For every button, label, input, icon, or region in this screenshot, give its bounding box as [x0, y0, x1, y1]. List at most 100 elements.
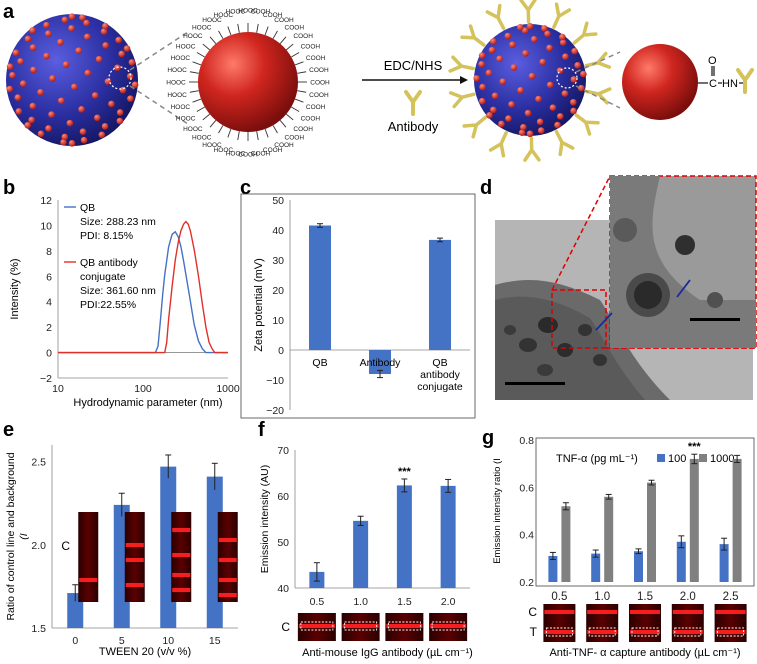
panel-label-g: g — [482, 427, 494, 449]
cooh-label: HOOC — [192, 24, 212, 31]
dls-size-chart: −2 0 2 4 6 8 10 12 10 100 1000 Intensity (%) Hydrody… — [9, 195, 240, 409]
test-strip-image — [78, 512, 99, 602]
x-axis-title: TWEEN 20 (v/v %) — [99, 646, 191, 658]
legend-conjugate-pdi: PDI:22.55% — [80, 299, 136, 311]
significance-marker: *** — [688, 441, 702, 453]
ligand-stem — [291, 106, 300, 112]
y-tick-label: 50 — [277, 537, 289, 549]
surface-dot — [49, 75, 56, 82]
strip-line — [544, 610, 575, 614]
ligand-stem — [256, 23, 259, 33]
x-tick-label: 0.5 — [551, 591, 567, 603]
strip-line — [218, 558, 237, 562]
surface-dot — [75, 47, 82, 55]
linker-hn: HN — [722, 78, 738, 90]
panel-label-e: e — [3, 419, 14, 441]
surface-dot — [549, 104, 557, 111]
roi-box — [588, 627, 616, 637]
test-strip-image — [586, 604, 619, 642]
ligand-stem — [227, 26, 232, 36]
surface-dot — [530, 35, 538, 43]
panel-label-f: f — [258, 419, 265, 441]
surface-dot — [57, 97, 65, 105]
roi-box — [717, 627, 745, 637]
surface-dot — [37, 88, 44, 96]
x-tick-label: conjugate — [417, 381, 463, 393]
cooh-label: COOH — [274, 17, 294, 24]
test-strip-image — [217, 512, 238, 602]
pointer-arrow — [676, 279, 691, 298]
y-tick-label: 4 — [46, 297, 52, 309]
y-axis-title: Ratio of control line and background — [5, 452, 17, 620]
surface-dot — [116, 117, 124, 125]
bar-100 — [634, 551, 643, 582]
chart-g-frame — [535, 437, 755, 587]
surface-dot — [44, 30, 52, 37]
cooh-label: COOH — [263, 147, 283, 154]
surface-dot — [119, 86, 127, 94]
test-strip-image — [171, 512, 192, 602]
cooh-label: COOH — [293, 33, 313, 40]
surface-dot — [102, 22, 109, 30]
y-tick-label: 40 — [277, 583, 289, 595]
cooh-label: COOH — [293, 126, 313, 133]
strip-line — [386, 624, 423, 628]
y-tick-label: 30 — [272, 255, 284, 267]
zeta-potential-chart: −20 −10 0 10 20 30 40 50 Zeta potential (mV) QB An… — [253, 195, 470, 417]
ligand-stem — [196, 52, 205, 58]
strip-line — [125, 583, 144, 587]
panel-a: a COOHCOOHCOOHCOOHCOOHCOOHCOOHCOOHCOOHCO… — [3, 0, 754, 162]
legend-conjugate-size: Size: 361.60 nm — [80, 285, 156, 297]
surface-dot — [123, 45, 131, 52]
strip-line — [172, 553, 191, 557]
test-strip-image — [124, 512, 145, 602]
surface-dot — [570, 107, 577, 115]
bar — [309, 225, 331, 350]
bar-100 — [719, 544, 729, 582]
ligand-stem — [237, 131, 240, 141]
x-tick-label: 10 — [162, 635, 174, 647]
bar-1000 — [689, 458, 699, 582]
bar-1000 — [561, 506, 571, 582]
x-axis-title: Anti-TNF- α capture antibody (µL cm⁻¹) — [549, 647, 740, 659]
antibody-icon — [554, 129, 575, 157]
surface-dot — [17, 58, 24, 65]
x-tick-label: 2.5 — [723, 591, 739, 603]
antibody-icon — [523, 136, 541, 162]
y-tick-label: 2.0 — [31, 540, 46, 552]
ligand-stem — [294, 61, 304, 66]
y-tick-label: 0.2 — [519, 577, 534, 589]
y-tick-label: 0.8 — [519, 435, 534, 447]
surface-dot — [6, 63, 14, 70]
x-axis-title: Hydrodynamic parameter (nm) — [73, 397, 222, 409]
surface-dot — [473, 75, 480, 82]
control-line-label: C — [61, 539, 70, 553]
pointer-arrow-2 — [595, 312, 613, 331]
surface-dot — [526, 130, 534, 138]
surface-dot — [43, 21, 50, 29]
surface-dot — [24, 35, 32, 43]
ligand-stem — [209, 120, 217, 128]
surface-dot — [486, 111, 493, 119]
series-line-0 — [58, 230, 228, 354]
surface-dot — [577, 84, 585, 92]
legend-entry: 100 — [668, 453, 686, 465]
bar — [396, 485, 412, 588]
y-tick-label: 0.4 — [519, 530, 534, 542]
strip-line — [218, 538, 237, 542]
legend-conjugate: QB antibody — [80, 257, 139, 269]
surface-dot — [70, 83, 78, 91]
strip-line — [298, 624, 335, 628]
control-line-label: C — [281, 620, 290, 634]
cooh-label: COOH — [306, 104, 326, 111]
roi-box — [674, 627, 702, 637]
zoom-line-bottom — [129, 85, 189, 125]
surface-dot — [546, 81, 554, 89]
cooh-label: COOH — [251, 150, 271, 157]
y-tick-label: 10 — [272, 315, 284, 327]
tnf-chart: 0.2 0.4 0.6 0.8 Emission intensity ratio (I T… — [492, 435, 755, 659]
surface-dot — [490, 106, 497, 114]
panel-b: b −2 0 2 4 6 8 10 12 10 100 1000 Intensity (%) Hydro… — [3, 177, 240, 409]
antibody-icon — [448, 91, 476, 109]
